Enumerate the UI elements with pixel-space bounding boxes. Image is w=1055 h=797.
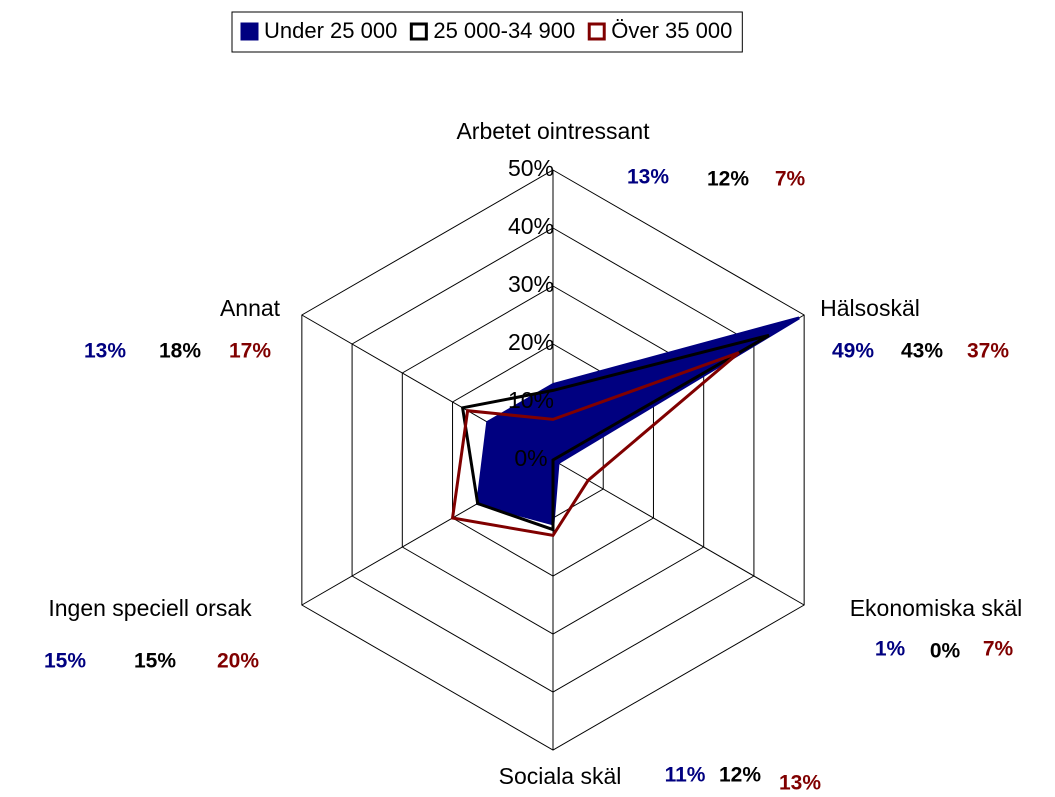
spoke	[552, 459, 805, 606]
value-label: 1%	[875, 638, 906, 661]
r-tick-label: 20%	[508, 329, 554, 355]
value-label: 7%	[775, 168, 806, 191]
value-label: 18%	[159, 340, 201, 363]
category-label: Arbetet ointressant	[456, 118, 650, 144]
legend-label: 25 000-34 900	[433, 18, 575, 43]
r-tick-label: 40%	[508, 213, 554, 239]
legend-swatch	[587, 22, 606, 41]
value-label: 43%	[901, 340, 943, 363]
category-label: Ekonomiska skäl	[850, 595, 1023, 621]
series-polygon	[450, 351, 740, 538]
value-label: 0%	[930, 640, 961, 663]
series-polygon	[460, 333, 770, 532]
value-label: 13%	[84, 340, 126, 363]
legend-swatch	[240, 22, 259, 41]
value-label: 20%	[217, 650, 259, 673]
value-label: 17%	[229, 340, 271, 363]
value-label: 12%	[707, 168, 749, 191]
value-label: 12%	[719, 764, 761, 787]
category-label: Sociala skäl	[499, 763, 622, 789]
r-tick-label: 10%	[508, 387, 554, 413]
r-tick-label: 0%	[514, 445, 547, 471]
legend-box	[231, 11, 743, 53]
value-label: 7%	[983, 638, 1014, 661]
value-label: 37%	[967, 340, 1009, 363]
category-label: Ingen speciell orsak	[48, 595, 252, 621]
r-tick-label: 30%	[508, 271, 554, 297]
value-label: 13%	[779, 772, 821, 795]
legend-swatch	[409, 22, 428, 41]
value-label: 11%	[665, 764, 706, 787]
value-label: 15%	[134, 650, 176, 673]
legend-label: Över 35 000	[611, 18, 732, 43]
legend: Under 25 000 25 000-34 900 Över 35 000	[231, 11, 743, 53]
r-tick-label: 50%	[508, 155, 554, 181]
value-label: 15%	[44, 650, 86, 673]
category-label: Annat	[220, 295, 281, 321]
legend-label: Under 25 000	[264, 18, 397, 43]
value-label: 13%	[627, 166, 669, 189]
category-label: Hälsoskäl	[820, 295, 920, 321]
value-label: 49%	[832, 340, 874, 363]
